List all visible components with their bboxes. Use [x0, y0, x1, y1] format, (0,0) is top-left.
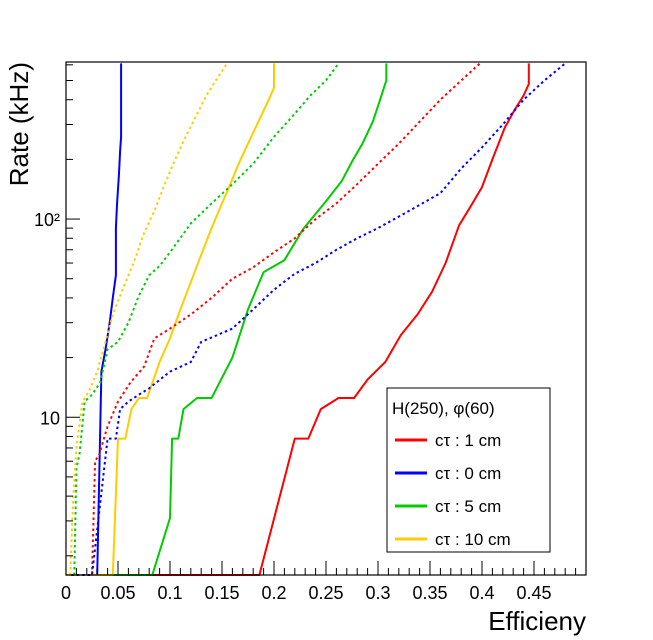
- series-line-2-solid: [66, 63, 123, 576]
- x-tick-label: 0: [61, 583, 71, 603]
- series-line-1-solid: [66, 63, 530, 576]
- x-tick-label: 0.15: [204, 583, 239, 603]
- x-tick-label: 0.05: [100, 583, 135, 603]
- series-line-3-solid: [66, 63, 388, 576]
- legend-entry-label: cτ : 0 cm: [435, 464, 501, 483]
- legend-entry-label: cτ : 1 cm: [435, 431, 501, 450]
- legend-entry-label: cτ : 10 cm: [435, 530, 511, 549]
- y-tick-label: 10: [40, 408, 60, 428]
- legend-entry-label: cτ : 5 cm: [435, 497, 501, 516]
- legend-title: H(250), φ(60): [392, 399, 495, 418]
- x-tick-label: 0.45: [516, 583, 551, 603]
- series-line-6-dotted: [71, 62, 566, 576]
- x-tick-label: 0.2: [261, 583, 286, 603]
- x-tick-label: 0.4: [469, 583, 494, 603]
- x-tick-label: 0.1: [157, 583, 182, 603]
- legend-box: [386, 387, 551, 553]
- x-tick-label: 0.3: [365, 583, 390, 603]
- y-tick-label: 10²: [34, 210, 60, 230]
- x-axis-title: Efficieny: [488, 606, 586, 636]
- legend-entries: cτ : 1 cm cτ : 0 cm cτ : 5 cm cτ : 10 cm: [395, 431, 511, 549]
- series-line-4-solid: [66, 63, 275, 576]
- plot-lines: [66, 62, 566, 576]
- x-axis: 0 0.05 0.1 0.15 0.2 0.25 0.3 0.35 0.4 0.45: [61, 561, 587, 603]
- x-tick-label: 0.25: [308, 583, 343, 603]
- y-axis: 10 10²: [34, 64, 80, 557]
- series-line-7-dotted: [73, 62, 340, 576]
- y-axis-title: Rate (kHz): [4, 62, 34, 186]
- legend: H(250), φ(60) cτ : 1 cm cτ : 0 cm cτ : 5 c…: [386, 387, 551, 553]
- x-tick-label: 0.35: [412, 583, 447, 603]
